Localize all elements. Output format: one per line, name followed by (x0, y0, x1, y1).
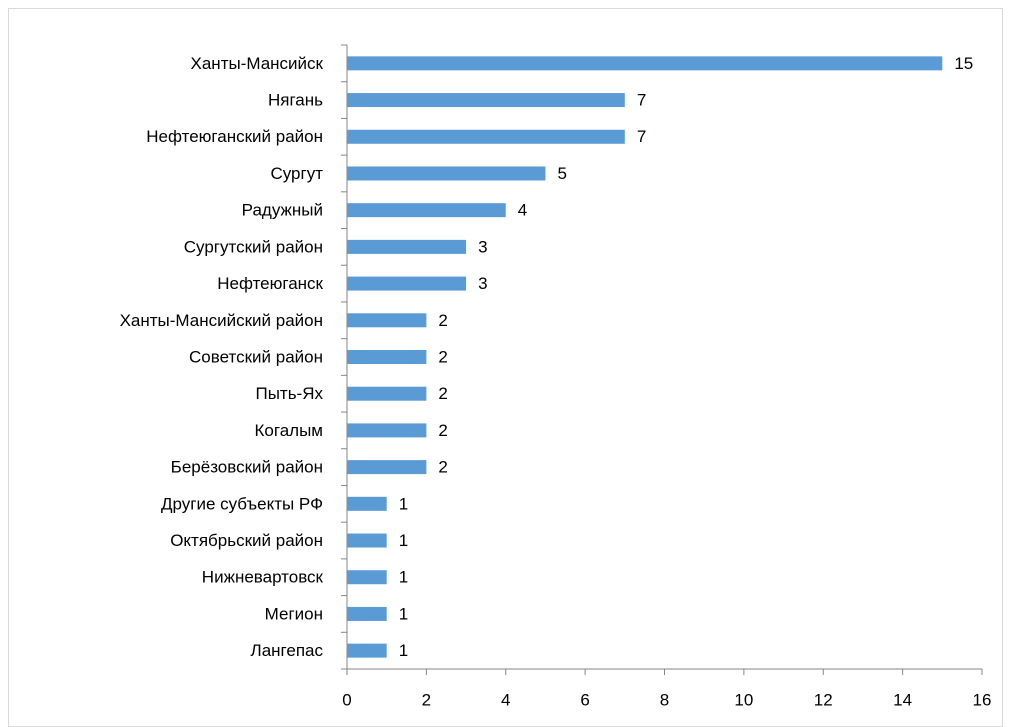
value-label: 7 (637, 91, 646, 110)
bar (347, 203, 506, 218)
bar (347, 313, 427, 328)
value-label: 15 (954, 54, 973, 73)
y-tick-label: Когалым (255, 421, 323, 440)
y-tick-label: Мегион (265, 604, 323, 623)
value-label: 3 (478, 237, 487, 256)
bar (347, 496, 387, 511)
y-tick-label: Советский район (189, 347, 323, 366)
value-label: 2 (438, 458, 447, 477)
y-tick-label: Нефтеюганский район (146, 127, 323, 146)
x-tick-label: 8 (660, 690, 669, 709)
y-tick-label: Сургут (270, 164, 323, 183)
y-tick-label: Сургутский район (184, 237, 323, 256)
bar (347, 570, 387, 585)
value-label: 1 (399, 531, 408, 550)
value-label: 2 (438, 347, 447, 366)
y-tick-label: Октябрьский район (170, 531, 323, 550)
value-label: 7 (637, 127, 646, 146)
value-label: 1 (399, 604, 408, 623)
bar (347, 386, 427, 401)
y-tick-label: Другие субъекты РФ (161, 494, 323, 513)
x-tick-label: 10 (734, 690, 753, 709)
value-label: 1 (399, 641, 408, 660)
chart-border (8, 8, 1003, 727)
bar (347, 423, 427, 438)
bar (347, 56, 943, 71)
y-tick-label: Ханты-Мансийский район (120, 311, 323, 330)
x-tick-label: 0 (342, 690, 351, 709)
bar (347, 93, 625, 108)
y-tick-label: Нижневартовск (202, 568, 324, 587)
bar (347, 460, 427, 475)
bar (347, 166, 546, 181)
value-label: 2 (438, 384, 447, 403)
x-tick-label: 16 (973, 690, 992, 709)
value-label: 1 (399, 494, 408, 513)
value-label: 4 (518, 201, 527, 220)
bar (347, 350, 427, 364)
bar (347, 643, 387, 658)
x-tick-label: 14 (893, 690, 912, 709)
x-tick-label: 6 (580, 690, 589, 709)
value-label: 2 (438, 421, 447, 440)
bar (347, 129, 625, 144)
value-label: 1 (399, 568, 408, 587)
y-tick-label: Пыть-Ях (255, 384, 323, 403)
value-label: 2 (438, 311, 447, 330)
x-tick-label: 2 (422, 690, 431, 709)
y-tick-label: Берёзовский район (171, 458, 323, 477)
bar (347, 606, 387, 621)
bar (347, 239, 467, 254)
x-tick-label: 4 (501, 690, 510, 709)
x-tick-label: 12 (814, 690, 833, 709)
value-label: 3 (478, 274, 487, 293)
value-label: 5 (557, 164, 566, 183)
y-tick-label: Нягань (268, 91, 323, 110)
bar (347, 276, 467, 291)
y-tick-label: Ханты-Мансийск (191, 54, 324, 73)
y-tick-label: Нефтеюганск (217, 274, 323, 293)
y-tick-label: Радужный (242, 201, 323, 220)
bar (347, 533, 387, 548)
y-tick-label: Лангепас (251, 641, 324, 660)
